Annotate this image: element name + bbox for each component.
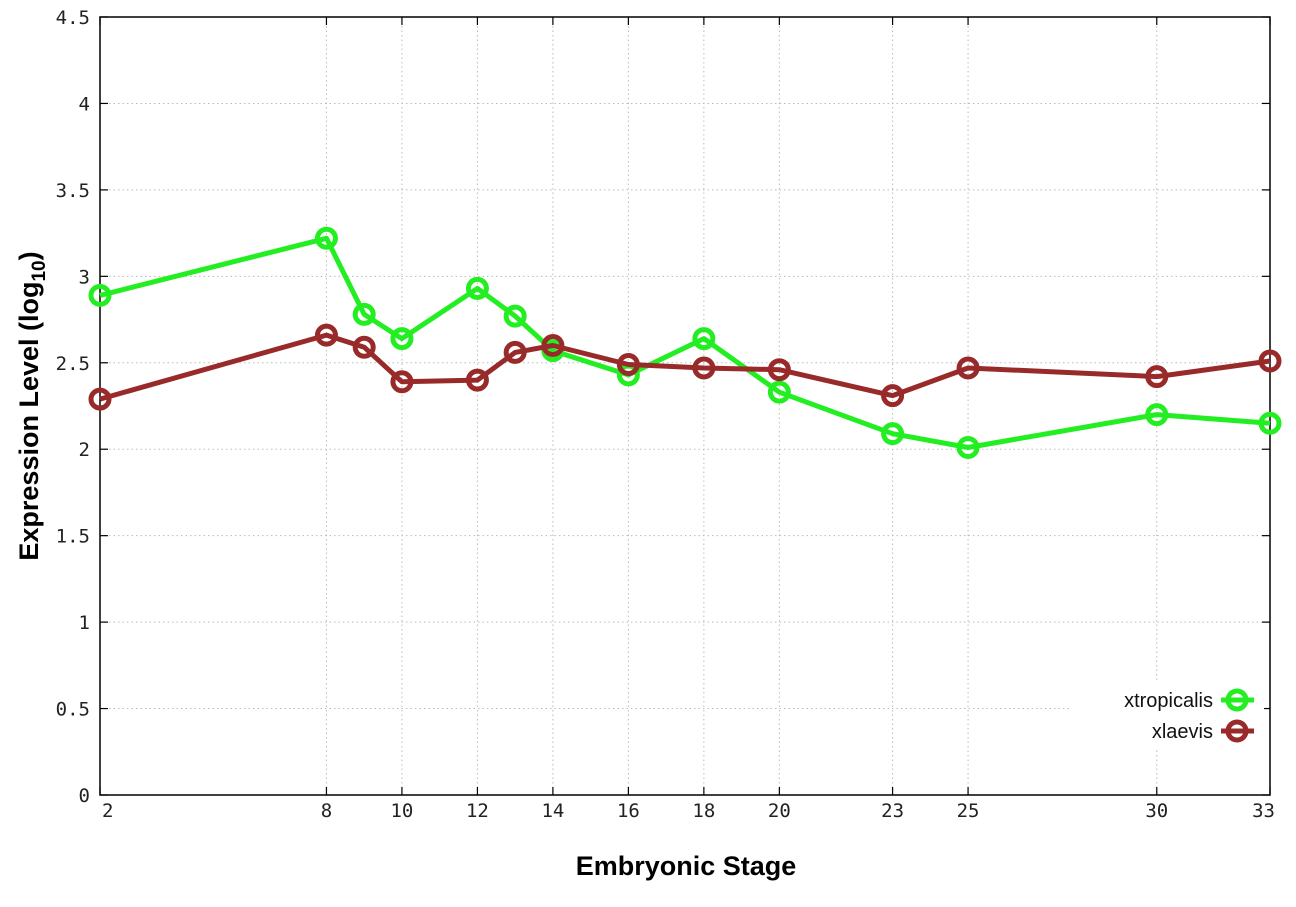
legend-item-xlaevis: xlaevis	[1152, 719, 1254, 743]
data-point-xtropicalis	[465, 276, 489, 300]
data-point-xtropicalis	[692, 327, 716, 351]
y-tick-label: 4	[79, 93, 90, 115]
grid-lines	[100, 17, 1270, 795]
x-tick-label: 33	[1252, 800, 1275, 822]
data-point-xtropicalis	[767, 380, 791, 404]
data-point-xlaevis	[88, 387, 112, 411]
data-point-xtropicalis	[503, 304, 527, 328]
data-point-xlaevis	[692, 356, 716, 380]
y-tick-label: 2.5	[56, 353, 90, 375]
data-point-xlaevis	[956, 356, 980, 380]
y-tick-label: 2	[79, 439, 90, 461]
x-axis-title: Embryonic Stage	[576, 851, 797, 881]
x-tick-label: 18	[692, 800, 715, 822]
x-tick-label: 30	[1145, 800, 1168, 822]
y-tick-label: 0.5	[56, 699, 90, 721]
axis-ticks: 0 0.5 1 1.5 2 2.5 3 3.5 4 4.5 2 8 10 12 14 16 18 20 23 25 30…	[56, 7, 1275, 822]
series-line-xtropicalis	[99, 235, 1271, 450]
data-point-xtropicalis	[352, 302, 376, 326]
y-tick-label: 3	[79, 266, 90, 288]
y-axis-title: Expression Level (log10)	[14, 251, 50, 560]
data-point-xtropicalis	[390, 327, 414, 351]
x-tick-label: 14	[541, 800, 564, 822]
y-axis-title-main: Expression Level (log	[14, 282, 44, 561]
data-point-xlaevis	[465, 368, 489, 392]
y-tick-label: 3.5	[56, 180, 90, 202]
data-point-xlaevis	[503, 340, 527, 364]
legend-item-xtropicalis: xtropicalis	[1124, 688, 1254, 712]
data-point-xtropicalis	[88, 283, 112, 307]
data-point-xlaevis	[616, 353, 640, 377]
data-point-xlaevis	[1258, 349, 1282, 373]
y-tick-label: 4.5	[56, 7, 90, 29]
x-tick-label: 23	[881, 800, 904, 822]
data-point-xtropicalis	[956, 435, 980, 459]
x-tick-label: 8	[321, 800, 332, 822]
legend-swatch-marker	[1225, 688, 1249, 712]
legend-label: xlaevis	[1152, 721, 1213, 743]
x-tick-label: 10	[390, 800, 413, 822]
y-tick-label: 1.5	[56, 526, 90, 548]
x-tick-label: 16	[617, 800, 640, 822]
data-point-xlaevis	[314, 323, 338, 347]
y-axis-title-close: )	[14, 251, 44, 260]
y-tick-label: 1	[79, 612, 90, 634]
data-point-xlaevis	[352, 335, 376, 359]
plot-frame	[99, 16, 1271, 796]
series-layer	[88, 226, 1282, 459]
legend-label: xtropicalis	[1124, 690, 1213, 712]
data-point-xlaevis	[541, 333, 565, 357]
y-tick-label: 0	[79, 785, 90, 807]
x-tick-label: 12	[466, 800, 489, 822]
data-point-xtropicalis	[881, 422, 905, 446]
series-xtropicalis	[88, 226, 1282, 459]
series-line-xlaevis	[99, 332, 1271, 402]
legend-swatch-marker	[1225, 719, 1249, 743]
data-point-xtropicalis	[1258, 411, 1282, 435]
x-tick-label: 2	[102, 800, 113, 822]
legend: xtropicalis xlaevis	[1070, 680, 1264, 748]
y-axis-title-subscript: 10	[29, 260, 50, 281]
x-tick-label: 20	[768, 800, 791, 822]
data-point-xtropicalis	[1145, 403, 1169, 427]
series-xlaevis	[88, 323, 1282, 411]
data-point-xtropicalis	[314, 226, 338, 250]
x-tick-label: 25	[957, 800, 980, 822]
data-point-xlaevis	[767, 358, 791, 382]
data-point-xlaevis	[881, 384, 905, 408]
data-point-xlaevis	[1145, 365, 1169, 389]
data-point-xlaevis	[390, 370, 414, 394]
